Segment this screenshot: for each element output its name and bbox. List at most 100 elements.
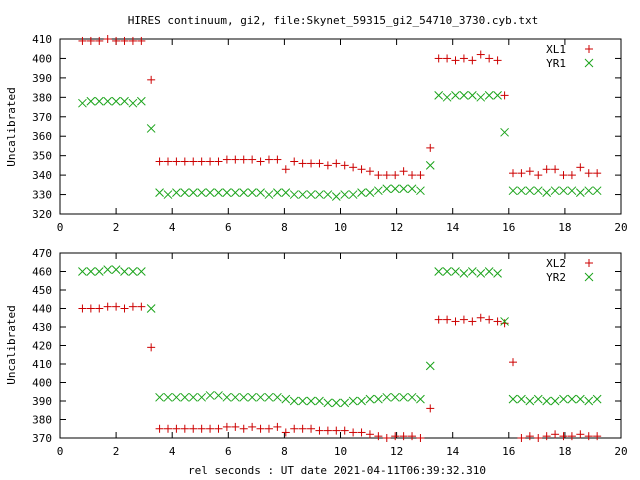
data-marks <box>78 265 602 442</box>
data-point-xl1 <box>281 165 290 174</box>
y-tick-label: 380 <box>32 91 52 104</box>
data-point-xl2 <box>273 422 282 431</box>
data-point-xl2 <box>189 424 198 433</box>
data-point-xl2 <box>593 432 602 441</box>
data-point-yr1 <box>451 91 460 100</box>
data-point-xl2 <box>128 302 137 311</box>
data-point-yr2 <box>434 267 444 276</box>
data-point-xl1 <box>189 157 198 166</box>
data-point-yr2 <box>214 391 223 400</box>
data-point-yr1 <box>382 184 392 194</box>
data-point-xl1 <box>180 157 189 166</box>
data-point-xl1 <box>298 159 307 168</box>
data-point-xl1 <box>197 157 206 166</box>
data-point-xl2 <box>525 432 534 441</box>
data-point-yr1 <box>146 124 156 133</box>
legend-label-yr2: YR2 <box>546 271 566 284</box>
data-point-xl1 <box>426 143 435 152</box>
data-point-xl1 <box>584 169 593 178</box>
x-tick-label: 18 <box>558 221 571 234</box>
data-point-xl2 <box>340 426 349 435</box>
data-point-xl2 <box>248 422 257 431</box>
data-point-yr2 <box>230 392 240 402</box>
data-point-yr2 <box>146 304 156 313</box>
data-point-xl1 <box>365 167 374 176</box>
data-point-xl1 <box>86 36 95 45</box>
data-point-xl1 <box>264 155 273 164</box>
data-point-yr1 <box>416 186 425 196</box>
data-point-yr2 <box>205 391 215 400</box>
y-tick-label: 410 <box>32 33 52 46</box>
data-point-yr1 <box>214 188 223 197</box>
data-point-yr2 <box>567 394 577 404</box>
data-point-xl1 <box>408 171 417 180</box>
data-point-xl1 <box>239 155 248 164</box>
data-point-yr2 <box>273 392 282 402</box>
data-point-xl1 <box>323 161 332 170</box>
x-tick-label: 20 <box>614 221 627 234</box>
data-point-yr1 <box>525 186 535 196</box>
data-point-xl1 <box>112 36 121 45</box>
data-point-yr1 <box>197 188 207 197</box>
data-point-yr1 <box>323 190 333 199</box>
data-point-yr1 <box>239 188 249 197</box>
data-point-xl2 <box>584 432 593 441</box>
y-tick-label: 440 <box>32 303 52 316</box>
data-point-yr1 <box>459 91 469 100</box>
data-point-xl2 <box>534 434 543 442</box>
data-point-yr2 <box>592 394 602 404</box>
data-point-yr2 <box>442 267 452 276</box>
data-point-yr1 <box>500 127 509 137</box>
data-point-yr2 <box>163 392 173 402</box>
y-tick-label: 400 <box>32 52 52 65</box>
data-point-yr1 <box>493 91 502 100</box>
data-point-yr1 <box>306 190 316 199</box>
legend: XL2 YR2 <box>546 257 594 284</box>
data-point-xl2 <box>298 424 307 433</box>
data-point-yr1 <box>484 91 494 100</box>
y-tick-label: 350 <box>32 150 52 163</box>
data-point-xl2 <box>315 426 324 435</box>
data-point-xl2 <box>576 430 585 439</box>
data-point-yr2 <box>399 392 408 402</box>
data-point-yr2 <box>78 267 87 276</box>
data-point-yr1 <box>340 190 350 199</box>
data-point-yr2 <box>374 394 383 404</box>
data-point-xl1 <box>542 165 551 174</box>
data-point-xl1 <box>551 165 560 174</box>
x-tick-label: 18 <box>558 445 571 458</box>
data-point-xl1 <box>307 159 316 168</box>
data-point-xl1 <box>485 54 494 63</box>
data-point-xl1 <box>391 171 400 180</box>
data-point-yr2 <box>155 392 164 402</box>
data-point-xl1 <box>416 171 425 180</box>
data-point-yr1 <box>542 188 552 197</box>
data-point-xl2 <box>172 424 181 433</box>
y-axis-label: Uncalibrated <box>5 305 18 384</box>
data-point-xl2 <box>137 302 146 311</box>
data-point-yr2 <box>281 394 291 404</box>
data-point-xl1 <box>509 169 518 178</box>
data-point-xl1 <box>222 155 231 164</box>
data-point-yr1 <box>584 186 594 196</box>
data-point-xl2 <box>332 426 341 435</box>
data-point-yr2 <box>348 396 358 406</box>
data-point-xl1 <box>349 163 358 172</box>
y-tick-label: 370 <box>32 111 52 124</box>
data-point-yr1 <box>86 96 96 106</box>
data-point-xl2 <box>434 315 443 324</box>
panel-bottom: Uncalibrated 370380390400410420430440450… <box>5 247 628 458</box>
data-point-yr1 <box>289 190 299 199</box>
y-tick-label: 370 <box>32 432 52 445</box>
x-tick-label: 12 <box>390 445 403 458</box>
y-tick-label: 320 <box>32 208 52 221</box>
data-point-xl1 <box>567 171 576 180</box>
data-point-yr1 <box>592 186 602 196</box>
x-tick-label: 8 <box>281 221 288 234</box>
data-point-yr2 <box>111 265 121 275</box>
data-point-xl2 <box>222 422 231 431</box>
data-point-xl1 <box>128 36 137 45</box>
y-tick-label: 360 <box>32 130 52 143</box>
data-point-yr2 <box>476 268 486 278</box>
data-point-xl2 <box>391 432 400 441</box>
